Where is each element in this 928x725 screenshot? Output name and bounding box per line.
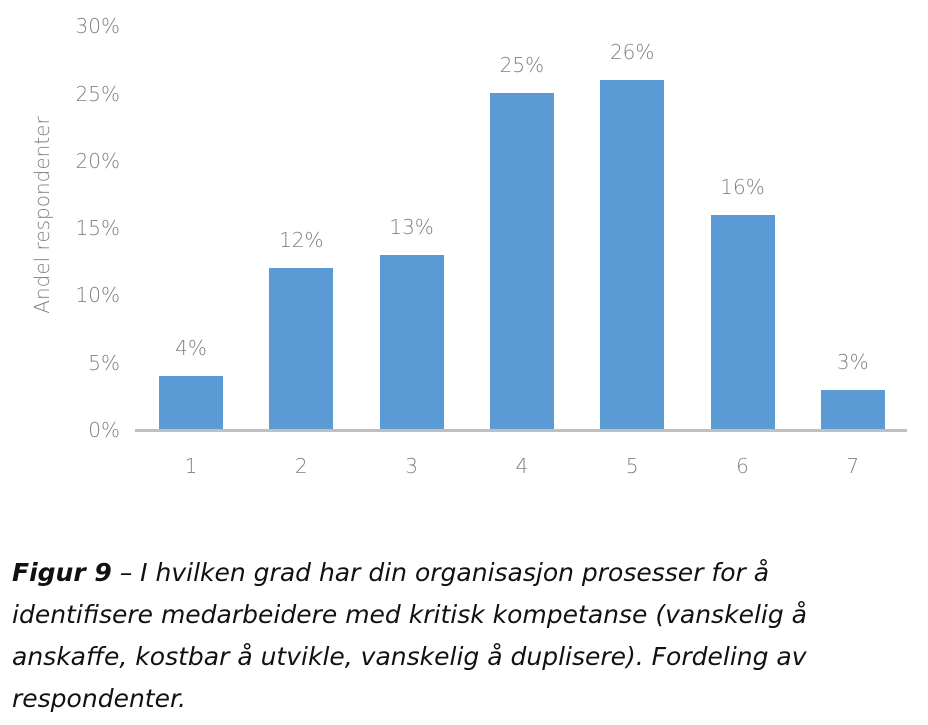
bar-value-label: 13% [389,214,434,239]
x-tick: 1 [184,454,198,478]
bar [379,254,444,430]
bar-value-label: 3% [836,349,869,374]
bar-value-label: 25% [499,53,545,78]
bar [159,376,223,430]
bar-value-label: 16% [720,174,765,199]
x-tick: 4 [515,454,529,478]
bar [820,389,885,430]
bar-value-label: 4% [175,336,207,361]
bar [269,268,334,430]
y-tick: 5% [88,351,120,375]
bar-chart: Andel respondenter 0% 5% 10% 15% 20% 25%… [30,14,907,478]
bar [489,93,554,430]
y-tick: 10% [75,283,120,307]
bar [600,79,665,430]
y-tick: 0% [88,418,120,442]
y-tick: 25% [75,82,120,106]
x-tick: 5 [625,454,639,478]
x-tick: 6 [736,454,749,478]
figure-caption: Figur 9 – I hvilken grad har din organis… [12,552,912,720]
bar-value-label: 12% [279,228,324,253]
y-axis-label: Andel respondenter [30,116,54,314]
x-tick: 7 [846,454,860,478]
bar [710,214,775,430]
y-tick: 30% [75,14,120,38]
x-tick: 2 [294,454,308,478]
x-axis-line [135,429,907,432]
bar-value-label: 26% [609,39,655,64]
x-tick: 3 [405,454,418,478]
caption-text: – I hvilken grad har din organisasjon pr… [12,558,807,713]
y-tick: 15% [75,216,120,240]
y-tick: 20% [75,149,120,173]
figure-label: Figur 9 [12,558,112,587]
